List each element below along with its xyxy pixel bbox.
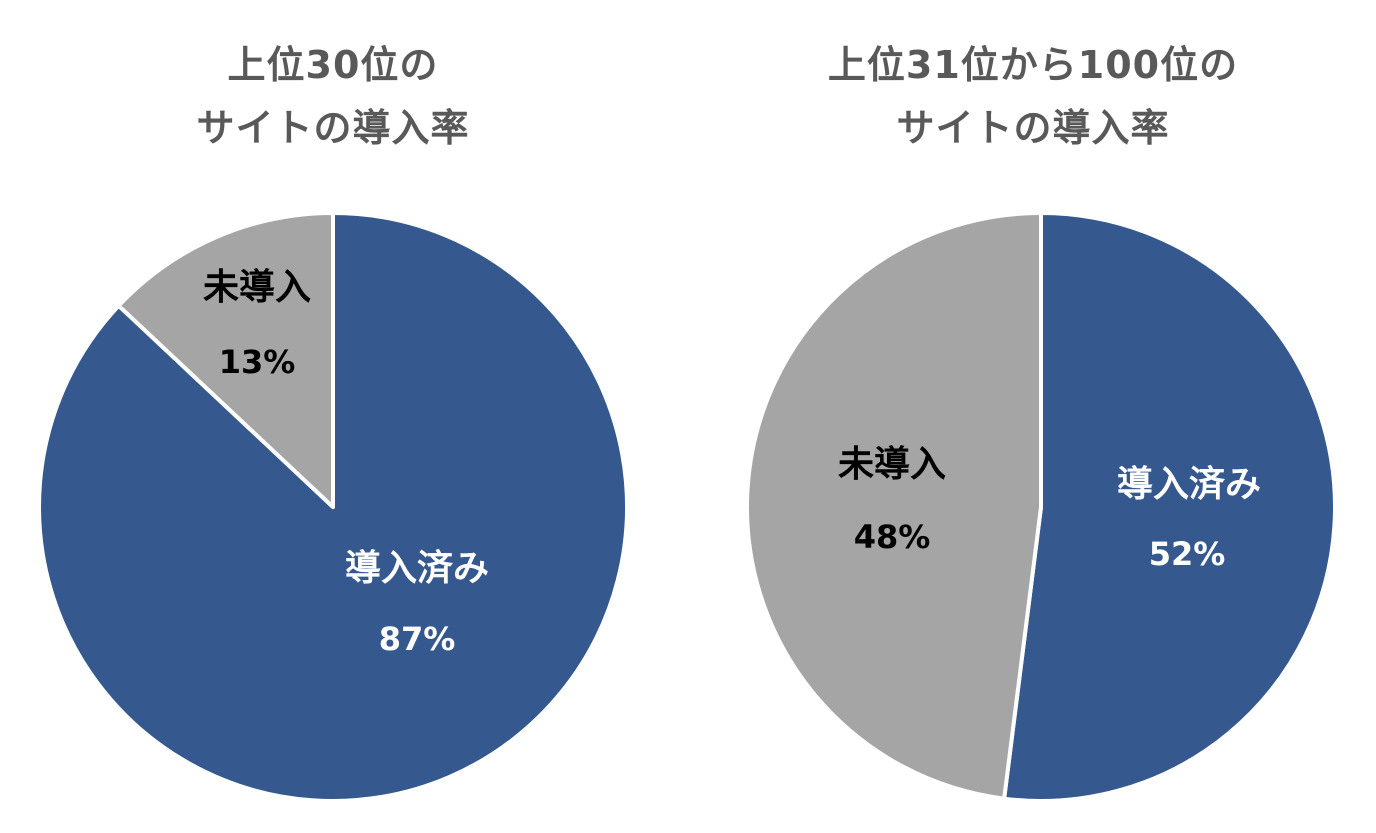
chart-title-line1: 上位30位の — [227, 43, 439, 87]
chart-title-top30: 上位30位の サイトの導入率 — [33, 34, 633, 160]
slice-label: 未導入 — [203, 267, 311, 308]
pie-chart-2: 導入済み 52% 未導入 48% — [745, 211, 1337, 803]
chart-title-line1: 上位31位から100位の — [827, 43, 1239, 87]
slice-label: 未導入 — [838, 444, 946, 485]
slice-value-label: 52% — [1149, 535, 1226, 573]
pie-chart-1: 導入済み 87% 未導入 13% — [37, 211, 629, 803]
slice-value-label: 87% — [379, 620, 456, 658]
slice-label: 導入済み — [345, 548, 489, 589]
chart-title-line2: サイトの導入率 — [196, 106, 470, 150]
pie-slice-implemented — [1002, 211, 1337, 803]
pie-slice-not-implemented — [745, 211, 1043, 801]
pie-slice-not-implemented — [116, 211, 335, 509]
chart-title-top31-100: 上位31位から100位の サイトの導入率 — [733, 34, 1333, 160]
chart-title-line2: サイトの導入率 — [896, 106, 1170, 150]
slice-label: 導入済み — [1117, 464, 1261, 505]
slice-value-label: 48% — [854, 518, 931, 556]
slice-value-label: 13% — [219, 343, 296, 381]
